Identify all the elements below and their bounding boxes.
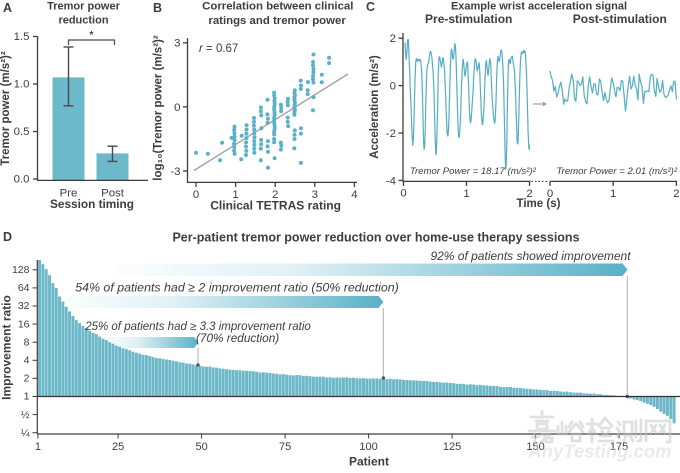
- svg-text:2: 2: [24, 373, 30, 385]
- svg-text:125: 125: [443, 441, 461, 453]
- svg-text:Pre-stimulation: Pre-stimulation: [425, 12, 512, 26]
- svg-text:D: D: [3, 230, 12, 244]
- svg-text:64: 64: [18, 282, 30, 294]
- svg-text:8: 8: [24, 336, 30, 348]
- svg-text:50: 50: [195, 441, 207, 453]
- svg-text:Example wrist acceleration sig: Example wrist acceleration signal: [451, 1, 627, 13]
- svg-text:75: 75: [279, 441, 291, 453]
- svg-text:0.5: 0.5: [14, 126, 30, 138]
- svg-text:C: C: [366, 0, 375, 14]
- svg-text:100: 100: [359, 441, 377, 453]
- svg-text:0: 0: [174, 102, 180, 114]
- svg-text:Tremor Power = 18.17 (m/s²)²: Tremor Power = 18.17 (m/s²)²: [410, 166, 537, 177]
- svg-text:0: 0: [193, 189, 199, 201]
- svg-text:1: 1: [610, 188, 616, 200]
- svg-text:1: 1: [463, 188, 469, 200]
- svg-text:B: B: [153, 1, 162, 15]
- svg-text:AnyTesting.com: AnyTesting.com: [527, 441, 671, 462]
- svg-text:¼: ¼: [21, 427, 30, 439]
- svg-text:32: 32: [18, 300, 30, 312]
- svg-text:0.0: 0.0: [14, 174, 30, 186]
- svg-text:4: 4: [351, 189, 357, 201]
- svg-text:92% of patients showed improve: 92% of patients showed improvement: [430, 249, 631, 263]
- svg-text:ratings and tremor power: ratings and tremor power: [208, 15, 346, 27]
- svg-text:Acceleration (m/s²): Acceleration (m/s²): [369, 55, 381, 159]
- svg-text:Per-patient tremor power reduc: Per-patient tremor power reduction over …: [172, 231, 579, 245]
- svg-text:Session timing: Session timing: [50, 197, 134, 211]
- svg-text:0: 0: [390, 81, 396, 93]
- svg-text:*: *: [90, 30, 94, 41]
- svg-text:-3: -3: [170, 166, 180, 178]
- svg-text:3: 3: [174, 38, 180, 50]
- svg-text:2: 2: [390, 33, 396, 45]
- svg-text:0: 0: [400, 188, 406, 200]
- svg-text:-4: -4: [386, 175, 396, 187]
- svg-text:128: 128: [12, 264, 30, 276]
- svg-text:Patient: Patient: [349, 455, 389, 469]
- svg-text:reduction: reduction: [58, 15, 108, 27]
- svg-text:25: 25: [112, 441, 124, 453]
- svg-text:Tremor Power = 2.01 (m/s²)²: Tremor Power = 2.01 (m/s²)²: [557, 166, 678, 177]
- svg-text:2: 2: [673, 188, 679, 200]
- svg-text:1.5: 1.5: [14, 31, 30, 43]
- svg-text:1: 1: [35, 441, 41, 453]
- svg-text:Time (s): Time (s): [517, 198, 561, 210]
- svg-text:Clinical TETRAS rating: Clinical TETRAS rating: [210, 198, 341, 212]
- svg-text:½: ½: [21, 409, 30, 421]
- svg-text:1: 1: [24, 391, 30, 403]
- svg-text:Tremor power: Tremor power: [47, 1, 120, 13]
- svg-text:-2: -2: [386, 128, 396, 140]
- svg-text:log₁₀(Tremor power (m/s²)²: log₁₀(Tremor power (m/s²)²: [153, 35, 165, 181]
- svg-text:Post-stimulation: Post-stimulation: [573, 12, 667, 26]
- svg-text:4: 4: [24, 355, 30, 367]
- svg-text:Tremor power (m/s²)²: Tremor power (m/s²)²: [0, 51, 12, 166]
- svg-text:r = 0.67: r = 0.67: [199, 43, 238, 55]
- svg-text:A: A: [3, 1, 12, 15]
- svg-text:54% of patients had ≥ 2 improv: 54% of patients had ≥ 2 improvement rati…: [75, 281, 399, 295]
- svg-text:(70% reduction): (70% reduction): [196, 331, 279, 345]
- svg-text:1.0: 1.0: [14, 79, 30, 91]
- svg-text:Correlation between clinical: Correlation between clinical: [202, 1, 353, 13]
- svg-text:Improvement ratio: Improvement ratio: [0, 295, 14, 400]
- svg-text:16: 16: [18, 318, 30, 330]
